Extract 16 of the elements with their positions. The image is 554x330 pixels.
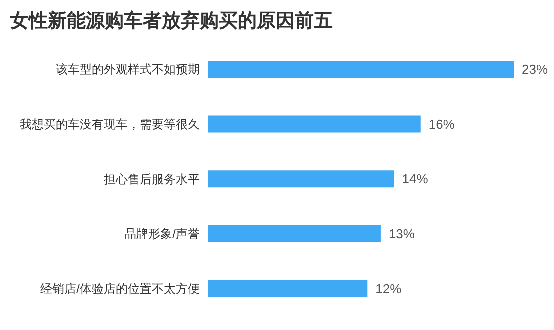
data-label: 16% [428,116,456,132]
data-label: 14% [402,172,429,187]
bar [208,61,514,78]
chart-title: 女性新能源购车者放弃购买的原因前五 [10,9,334,34]
y-tick-label: 我想买的车没有现车，需要等很久 [20,117,200,132]
bar [208,116,421,133]
data-label: 23% [522,62,548,78]
data-label: 13% [388,226,416,242]
data-label: 12% [376,281,402,296]
y-tick-label: 该车型的外观样式不如预期 [56,62,200,77]
bar [208,225,381,242]
bar [208,170,394,188]
y-tick-label: 经销店/体验店的位置不太方便 [40,282,200,296]
y-tick-label: 担心售后服务水平 [104,172,200,186]
bar [208,280,368,298]
y-tick-label: 品牌形象/声誉 [124,227,200,242]
